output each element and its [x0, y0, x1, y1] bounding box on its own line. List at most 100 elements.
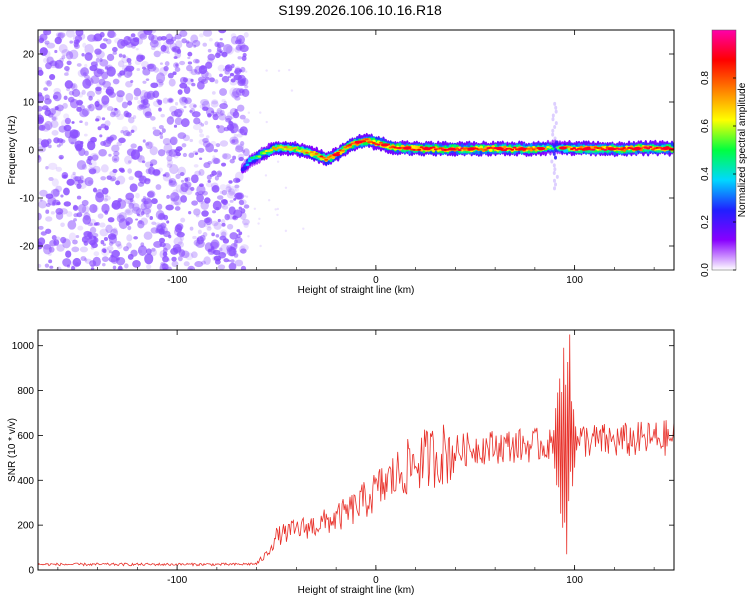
noise-blob: [180, 118, 190, 128]
artifact-cell: [554, 105, 558, 110]
noise-blob: [74, 140, 84, 151]
noise-blob: [226, 124, 235, 131]
ridge-cell: [624, 148, 629, 151]
noise-blob: [102, 243, 106, 247]
noise-blob: [207, 160, 213, 165]
noise-blob: [221, 75, 230, 83]
noise-blob: [209, 77, 215, 83]
noise-blob: [151, 247, 156, 252]
noise-blob: [215, 234, 220, 238]
noise-blob: [236, 133, 243, 138]
noise-blob: [197, 229, 202, 235]
noise-blob: [174, 206, 181, 211]
noise-blob: [145, 78, 150, 81]
noise-blob: [160, 44, 167, 52]
noise-blob: [190, 251, 198, 259]
artifact-cell: [552, 171, 556, 176]
noise-blob: [276, 207, 280, 211]
noise-blob: [69, 49, 79, 60]
noise-blob: [229, 158, 235, 164]
noise-blob: [190, 34, 199, 43]
noise-blob: [133, 36, 140, 43]
ridge-peak: [495, 147, 504, 151]
noise-blob: [144, 142, 150, 146]
ridge-cell: [512, 146, 517, 149]
noise-blob: [159, 249, 168, 259]
noise-blob: [222, 199, 228, 206]
ridge-cell: [293, 146, 298, 149]
noise-blob: [170, 191, 180, 202]
ridge-cell: [257, 155, 262, 158]
noise-blob: [41, 123, 51, 132]
noise-blob: [101, 203, 110, 214]
noise-blob: [38, 263, 42, 268]
noise-blob: [144, 177, 151, 185]
noise-blob: [162, 45, 170, 54]
noise-blob: [265, 69, 268, 72]
x-tick-label: 0: [373, 575, 379, 586]
noise-blob: [223, 68, 228, 72]
noise-blob: [184, 97, 192, 105]
noise-blob: [125, 217, 133, 225]
noise-blob: [44, 42, 49, 46]
noise-blob: [111, 144, 120, 153]
noise-blob: [187, 56, 191, 60]
noise-blob: [190, 174, 199, 184]
ridge-peak: [354, 140, 363, 144]
snr-series-line: [38, 334, 674, 567]
noise-blob: [166, 154, 173, 162]
noise-blob: [87, 104, 92, 109]
noise-blob: [168, 177, 177, 186]
noise-blob: [194, 65, 203, 75]
noise-blob: [92, 37, 99, 42]
noise-blob: [130, 129, 135, 134]
noise-blob: [212, 255, 219, 262]
noise-blob: [216, 258, 221, 262]
noise-blob: [106, 136, 110, 141]
ridge-cell: [591, 148, 596, 151]
noise-blob: [144, 253, 154, 265]
colorbar-tick-label: 0.6: [700, 119, 711, 133]
noise-blob: [152, 126, 157, 130]
noise-blob: [173, 237, 183, 246]
noise-blob: [144, 111, 152, 119]
noise-blob: [141, 198, 147, 203]
noise-blob: [239, 126, 248, 136]
noise-blob: [91, 154, 99, 161]
artifact-cell: [552, 151, 556, 156]
noise-blob: [90, 136, 97, 143]
noise-blob: [230, 138, 239, 145]
noise-blob: [235, 145, 244, 153]
noise-blob: [52, 94, 59, 100]
noise-blob: [109, 111, 116, 118]
noise-blob: [189, 110, 193, 113]
ridge-cell: [550, 147, 555, 150]
noise-blob: [149, 248, 157, 257]
noise-blob: [87, 140, 96, 151]
noise-blob: [219, 88, 228, 96]
noise-blob: [253, 207, 257, 210]
noise-blob: [142, 195, 146, 200]
noise-blob: [196, 193, 204, 203]
ridge-cell: [455, 147, 460, 150]
noise-blob: [40, 139, 50, 148]
noise-blob: [47, 144, 52, 149]
noise-blob: [87, 155, 93, 161]
noise-blob: [162, 137, 171, 146]
noise-blob: [104, 66, 109, 70]
noise-blob: [38, 146, 46, 153]
y-tick-label: -20: [20, 242, 35, 253]
noise-blob: [84, 176, 94, 187]
noise-blob: [79, 120, 83, 124]
noise-blob: [121, 101, 128, 109]
artifact-cell: [552, 163, 556, 168]
noise-blob: [185, 41, 194, 48]
noise-blob: [211, 99, 219, 105]
ridge-cell: [326, 156, 331, 159]
noise-blob: [178, 249, 186, 257]
noise-blob: [205, 107, 215, 117]
noise-blob: [60, 139, 66, 144]
noise-blob: [66, 178, 75, 186]
noise-blob: [230, 35, 239, 45]
noise-blob: [171, 46, 181, 53]
